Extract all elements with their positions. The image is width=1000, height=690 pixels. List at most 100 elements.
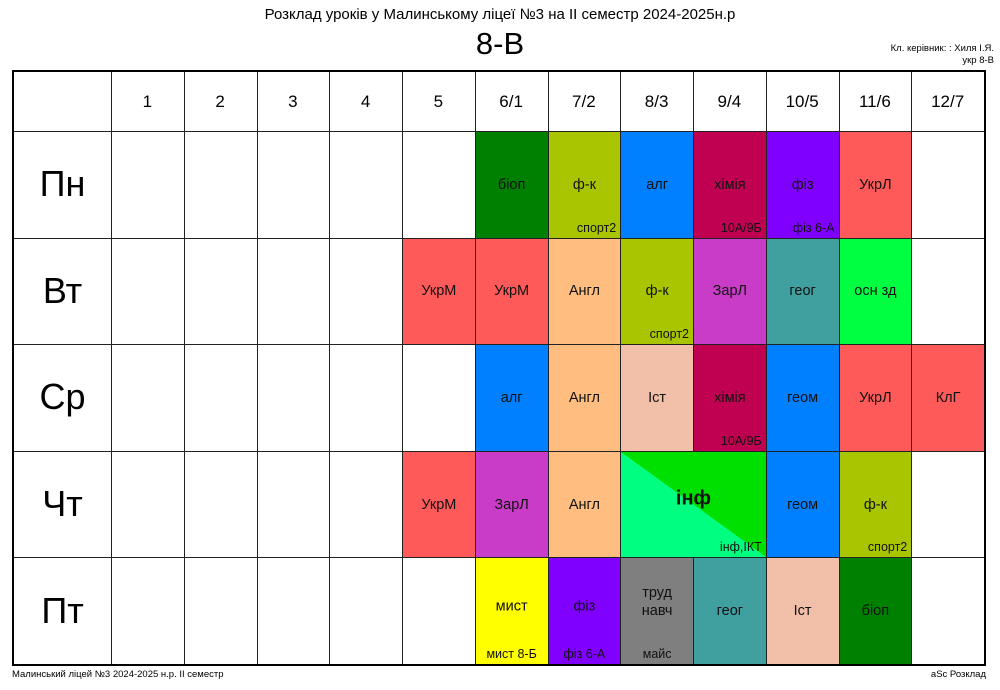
lesson-cell[interactable]: ЗарЛ	[475, 451, 548, 558]
lesson-subject: УкрМ	[421, 496, 457, 513]
period-header: 12/7	[931, 91, 965, 111]
grid-row-line	[14, 557, 984, 559]
grid-column-line	[256, 72, 258, 664]
footer-software: aSc Розклад	[930, 669, 986, 680]
lesson-room: мист 8-Б	[486, 646, 537, 661]
lesson-cell[interactable]: Іст	[766, 558, 839, 664]
grid-column-line	[620, 72, 622, 664]
lesson-cell[interactable]: осн зд	[839, 238, 912, 345]
lesson-cell[interactable]: ф-к спорт2	[548, 132, 621, 238]
period-header: 2	[215, 91, 225, 111]
period-header: 5	[433, 91, 444, 111]
lesson-cell[interactable]: ф-к спорт2	[621, 238, 693, 345]
period-header: 10/5	[785, 91, 819, 111]
class-name: 8-В	[475, 26, 525, 61]
lesson-cell[interactable]: алг	[475, 345, 548, 451]
lesson-cell[interactable]: фіз фіз 6-А	[548, 558, 621, 664]
day-header: Пн	[39, 163, 86, 205]
lesson-subject: труд навч	[641, 585, 673, 620]
grid-column-line	[111, 72, 112, 664]
lesson-subject: Англ	[568, 496, 600, 513]
lesson-cell[interactable]: геом	[766, 451, 839, 558]
lesson-subject: ф-к	[645, 283, 669, 300]
day-header: Вт	[42, 269, 83, 311]
lesson-subject: Англ	[568, 389, 600, 406]
lesson-subject: мист	[495, 598, 528, 615]
grid-column-line	[765, 72, 767, 664]
lesson-cell[interactable]: УкрМ	[403, 238, 475, 345]
lesson-subject: хімія	[714, 176, 746, 193]
grid-row-line	[14, 237, 984, 239]
grid-column-line	[183, 72, 185, 664]
lesson-cell[interactable]: геог	[766, 238, 839, 345]
lesson-subject: Іст	[648, 389, 667, 406]
day-header: Ср	[39, 376, 86, 418]
lesson-subject: УкрМ	[421, 283, 457, 300]
lesson-cell[interactable]: геом	[766, 345, 839, 451]
grid-column-line	[474, 72, 476, 664]
period-header: 3	[288, 91, 298, 111]
lesson-subject: фіз	[791, 176, 814, 193]
lesson-cell[interactable]: біоп	[475, 132, 548, 238]
lesson-cell[interactable]: геог	[694, 558, 766, 664]
lesson-subject: ЗарЛ	[494, 496, 529, 513]
lesson-cell[interactable]: фіз фіз 6-А	[766, 132, 839, 238]
grid-row-line	[14, 344, 984, 346]
lesson-cell[interactable]: біоп	[839, 558, 912, 664]
lesson-subject: ф-к	[572, 176, 596, 193]
period-header: 11/6	[858, 91, 891, 111]
lesson-cell[interactable]: алг	[621, 132, 693, 238]
lesson-subject: геог	[789, 283, 816, 300]
lesson-cell[interactable]: УкрЛ	[839, 132, 912, 238]
lesson-room: фіз 6-А	[563, 646, 606, 661]
lesson-subject: УкрЛ	[859, 389, 892, 406]
lesson-subject: ф-к	[863, 496, 887, 513]
lesson-cell[interactable]: УкрМ	[403, 451, 475, 558]
day-header: Пт	[41, 589, 84, 631]
grid-row-line	[14, 450, 984, 452]
lesson-cell[interactable]: КлГ	[912, 345, 984, 451]
lesson-subject: Іст	[793, 603, 812, 620]
lesson-subject: геом	[787, 496, 819, 513]
lesson-cell[interactable]: хімія 10А/9Б	[694, 345, 766, 451]
lesson-room: спорт2	[867, 540, 908, 555]
lesson-cell[interactable]: УкрЛ	[839, 345, 912, 451]
grid-column-line	[402, 72, 403, 664]
lesson-cell[interactable]: Англ	[548, 238, 621, 345]
grid-column-line	[693, 72, 694, 664]
timetable-grid: 1 2 3 4 5 6/1 7/2 8/3 9/4 10/5 11/6 12/7 Пн Вт Ср Чт Пт б…	[12, 70, 986, 666]
lesson-cell[interactable]: хімія 10А/9Б	[694, 132, 766, 238]
lesson-cell[interactable]: інф інф,ІКТ	[621, 451, 766, 558]
class-teacher-label: Кл. керівник: : Хиля І.Я.	[890, 43, 994, 54]
lesson-subject: алг	[646, 176, 669, 193]
period-header: 8/3	[644, 91, 669, 111]
period-header: 7/2	[572, 91, 596, 111]
day-header: Чт	[42, 483, 83, 525]
lesson-cell[interactable]: ЗарЛ	[694, 238, 766, 345]
lesson-subject: геог	[716, 603, 744, 620]
lesson-subject: біоп	[861, 603, 890, 620]
period-header: 9/4	[717, 91, 742, 111]
period-header: 1	[142, 91, 153, 111]
lesson-subject: Англ	[568, 283, 600, 300]
lesson-cell[interactable]: ф-к спорт2	[839, 451, 912, 558]
lesson-room: 10А/9Б	[720, 433, 762, 448]
lesson-cell[interactable]: труд навч майс	[621, 558, 693, 664]
page-title: Розклад уроків у Малинському ліцеї №3 на…	[264, 6, 736, 23]
lesson-subject: ЗарЛ	[712, 283, 748, 300]
lesson-subject: геом	[787, 389, 819, 406]
lesson-subject: фіз	[573, 598, 596, 615]
teacher-info: Кл. керівник: : Хиля І.Я. укр 8-В	[754, 43, 994, 67]
lesson-room: інф,ІКТ	[719, 540, 762, 555]
lesson-cell[interactable]: мист мист 8-Б	[475, 558, 548, 664]
lesson-cell[interactable]: Англ	[548, 451, 621, 558]
lesson-cell[interactable]: Англ	[548, 345, 621, 451]
room-label: укр 8-В	[962, 55, 994, 66]
lesson-cell[interactable]: Іст	[621, 345, 693, 451]
lesson-room: фіз 6-А	[792, 220, 835, 235]
grid-column-line	[838, 72, 840, 664]
lesson-cell[interactable]: УкрМ	[475, 238, 548, 345]
lesson-subject: КлГ	[935, 389, 961, 406]
lesson-room: спорт2	[649, 327, 689, 342]
grid-row-line	[14, 131, 984, 132]
